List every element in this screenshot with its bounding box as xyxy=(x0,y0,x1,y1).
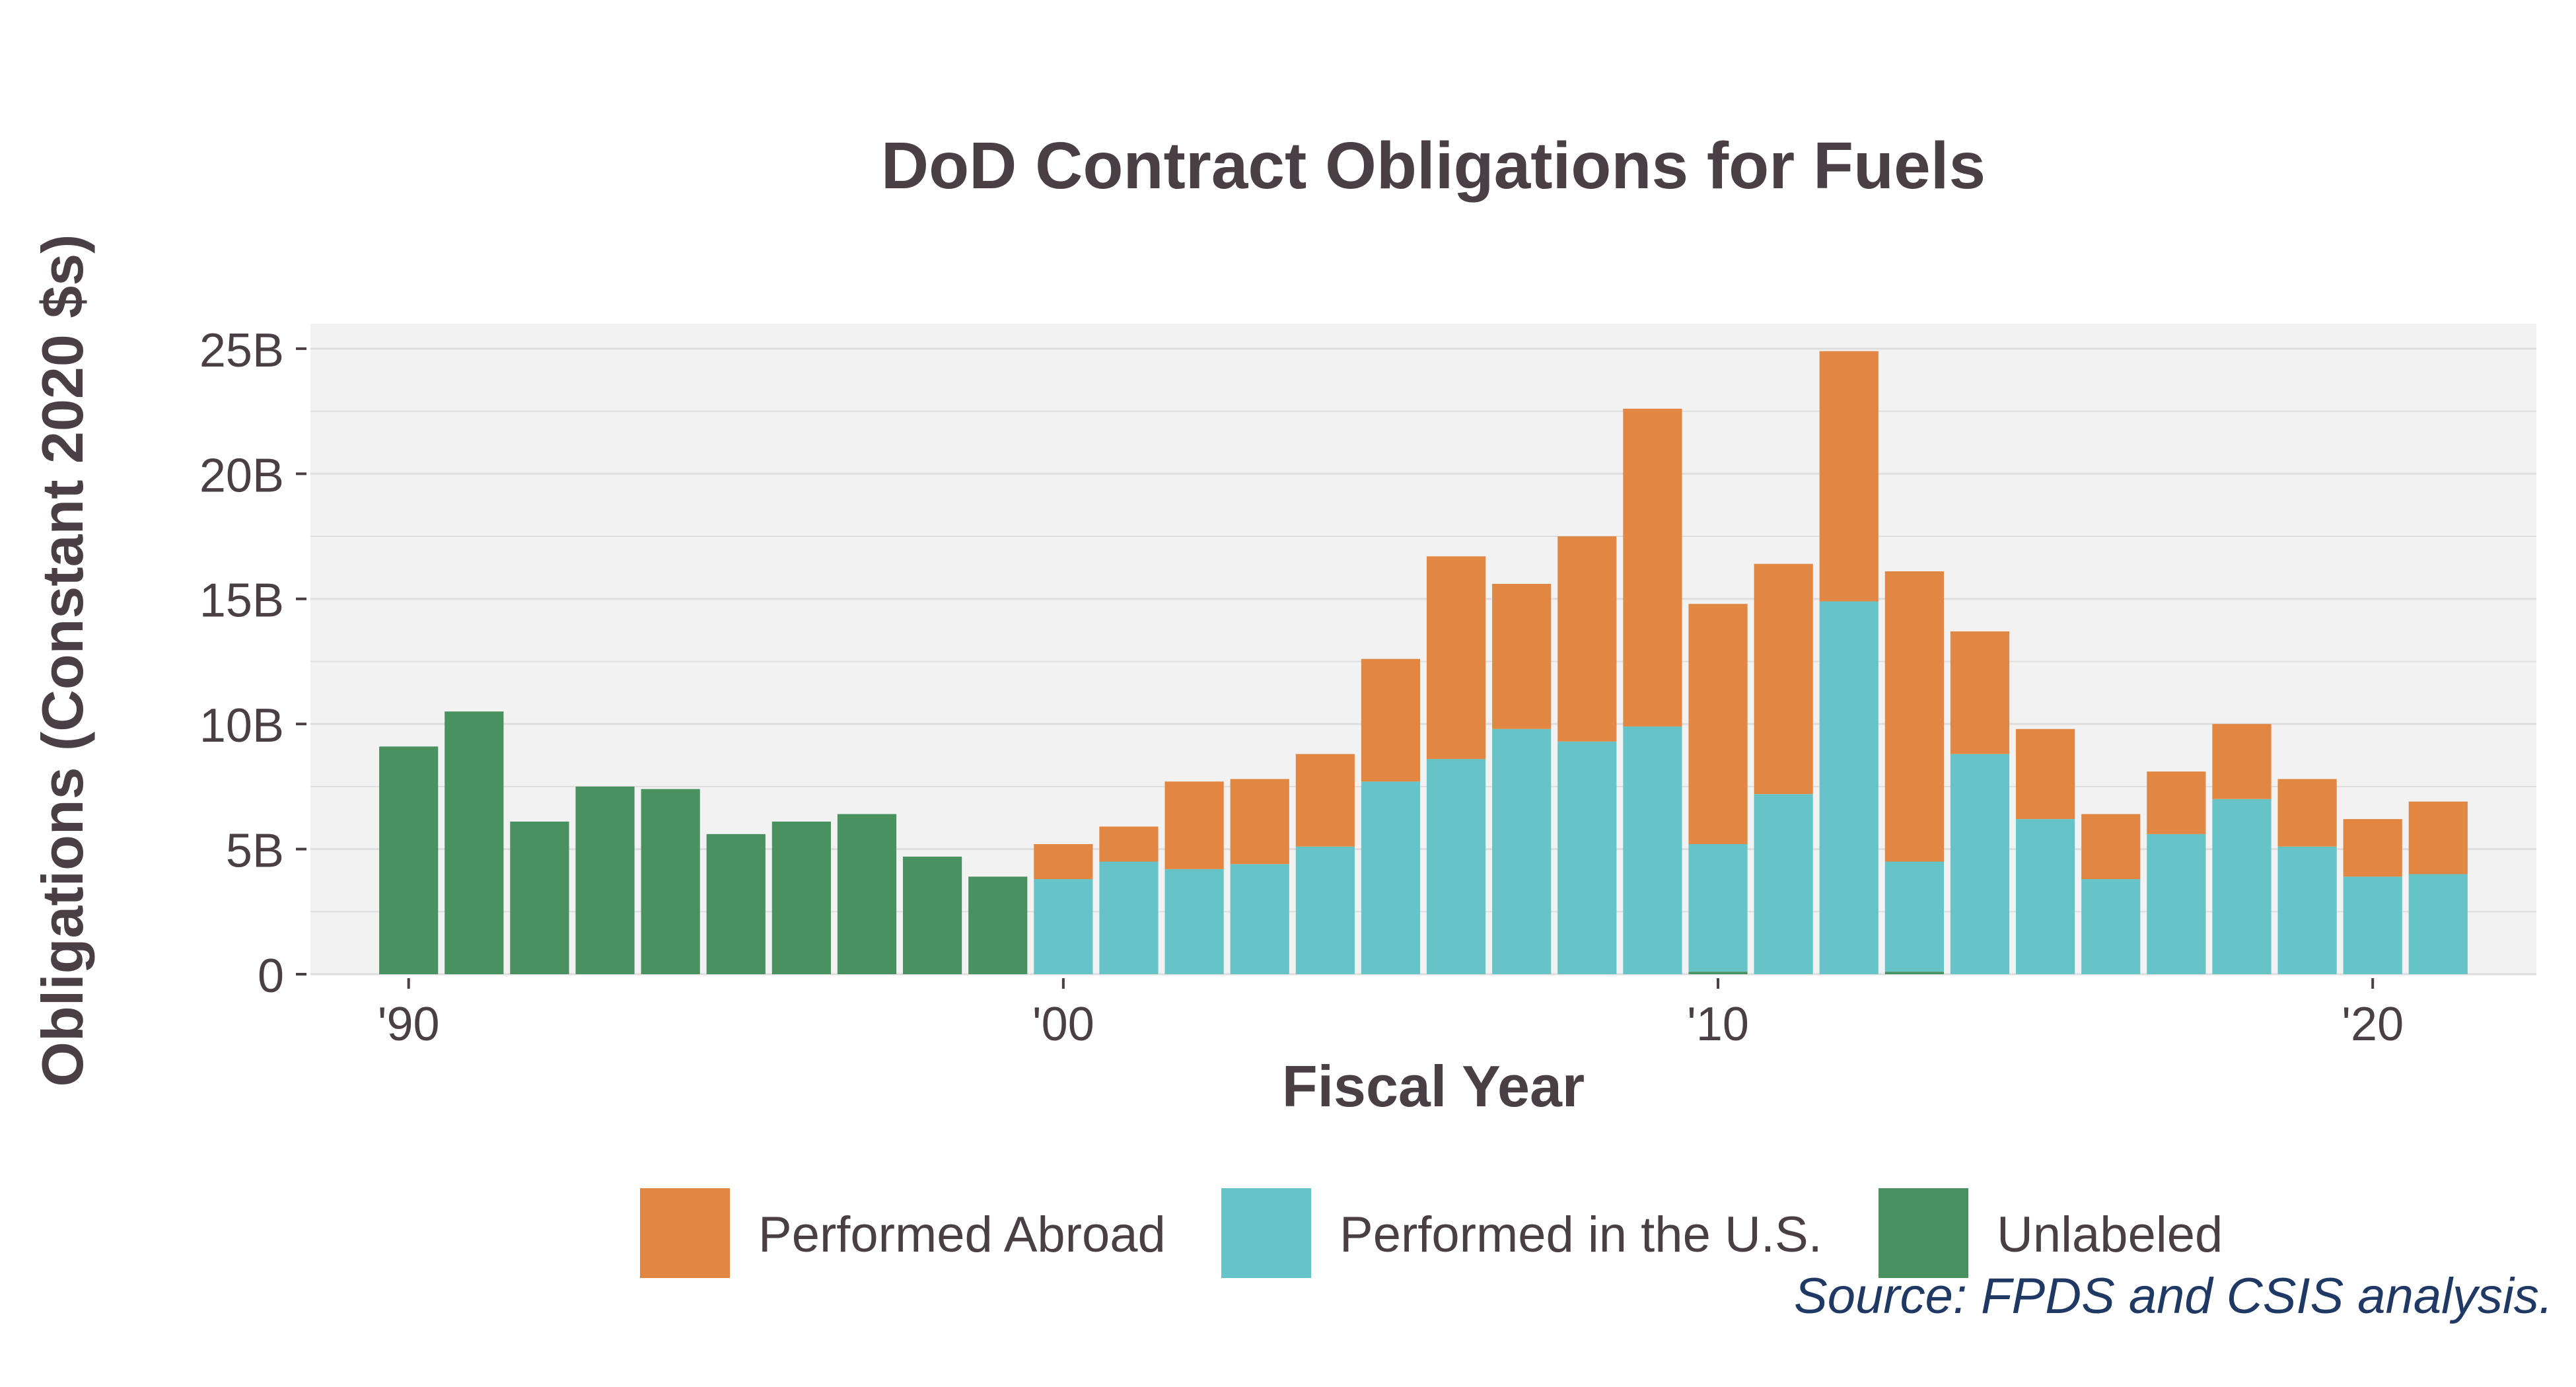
bar-performed-in-the-u-s-2004 xyxy=(1295,846,1355,974)
bar-performed-abroad-2017 xyxy=(2147,771,2206,834)
legend-key-unlabeled xyxy=(1877,1187,1970,1279)
bar-performed-in-the-u-s-2018 xyxy=(2212,799,2272,974)
bar-unlabeled-1995 xyxy=(706,834,766,974)
x-axis: '90 '00 '10 '20 xyxy=(378,978,2404,1051)
x-tick-label: '90 xyxy=(378,998,440,1051)
bar-performed-in-the-u-s-2020 xyxy=(2343,876,2402,974)
bar-performed-abroad-2013 xyxy=(1884,571,1944,862)
bar-unlabeled-1990 xyxy=(379,746,439,974)
bar-performed-in-the-u-s-2017 xyxy=(2147,834,2206,974)
bar-performed-abroad-2005 xyxy=(1361,658,1421,782)
bar-performed-in-the-u-s-2012 xyxy=(1819,601,1878,974)
bar-performed-in-the-u-s-2008 xyxy=(1557,741,1617,974)
bar-unlabeled-1996 xyxy=(771,821,831,974)
legend-label-performed-abroad: Performed Abroad xyxy=(758,1207,1166,1263)
bar-performed-abroad-2019 xyxy=(2277,779,2337,847)
bar-performed-in-the-u-s-2010 xyxy=(1688,844,1748,972)
bar-unlabeled-1999 xyxy=(968,876,1028,974)
bar-performed-in-the-u-s-2014 xyxy=(1950,754,2010,974)
bar-unlabeled-2013 xyxy=(1884,972,1944,974)
bar-performed-in-the-u-s-2007 xyxy=(1492,729,1552,974)
bar-performed-abroad-2007 xyxy=(1492,584,1552,729)
bar-unlabeled-1992 xyxy=(510,821,569,974)
bar-performed-abroad-2003 xyxy=(1230,779,1289,865)
legend-key-performed-abroad xyxy=(639,1187,731,1279)
bar-performed-in-the-u-s-2015 xyxy=(2016,819,2075,974)
x-tick-label: '10 xyxy=(1687,998,1749,1051)
bar-performed-abroad-2020 xyxy=(2343,819,2402,877)
legend-label-performed-in-the-u-s: Performed in the U.S. xyxy=(1340,1207,1822,1263)
bar-performed-abroad-2015 xyxy=(2016,729,2075,820)
y-tick-label: 0 xyxy=(258,950,284,1003)
y-axis: 0 5B 10B 15B 20B 25B xyxy=(199,324,306,1003)
bar-performed-abroad-2014 xyxy=(1950,631,2010,754)
bar-performed-in-the-u-s-2005 xyxy=(1361,781,1421,974)
bar-performed-abroad-2018 xyxy=(2212,724,2272,799)
bar-performed-abroad-2021 xyxy=(2408,801,2468,874)
bar-performed-abroad-2009 xyxy=(1623,408,1682,727)
bar-performed-in-the-u-s-2001 xyxy=(1099,861,1159,974)
bar-performed-in-the-u-s-2016 xyxy=(2081,879,2141,974)
x-tick-label: '20 xyxy=(2342,998,2404,1051)
legend-label-unlabeled: Unlabeled xyxy=(1997,1207,2223,1263)
x-tick-label: '00 xyxy=(1032,998,1094,1051)
bar-performed-in-the-u-s-2006 xyxy=(1426,759,1486,974)
bar-performed-in-the-u-s-2000 xyxy=(1034,879,1093,974)
bar-performed-in-the-u-s-2019 xyxy=(2277,846,2337,974)
bar-performed-in-the-u-s-2003 xyxy=(1230,864,1289,974)
bar-unlabeled-1991 xyxy=(445,711,504,974)
bar-unlabeled-1997 xyxy=(837,814,897,974)
bar-performed-abroad-2000 xyxy=(1034,844,1093,880)
bar-performed-in-the-u-s-2013 xyxy=(1884,861,1944,972)
y-tick-label: 5B xyxy=(226,825,284,878)
y-tick-label: 15B xyxy=(199,575,284,627)
bar-performed-in-the-u-s-2021 xyxy=(2408,874,2468,974)
legend-key-performed-in-the-u-s xyxy=(1220,1187,1312,1279)
bar-performed-abroad-2006 xyxy=(1426,556,1486,760)
bar-performed-abroad-2008 xyxy=(1557,536,1617,742)
legend: Performed Abroad Performed in the U.S. Unl… xyxy=(639,1187,2223,1279)
bar-performed-abroad-2016 xyxy=(2081,814,2141,880)
bar-performed-in-the-u-s-2002 xyxy=(1164,869,1224,974)
bar-performed-abroad-2004 xyxy=(1295,754,1355,847)
source-note: Source: FPDS and CSIS analysis. xyxy=(1794,1268,2553,1324)
bar-performed-in-the-u-s-2011 xyxy=(1754,794,1813,974)
bar-unlabeled-2010 xyxy=(1688,972,1748,974)
bars xyxy=(379,351,2468,974)
bar-performed-in-the-u-s-2009 xyxy=(1623,726,1682,974)
bar-unlabeled-1993 xyxy=(575,786,635,974)
bar-performed-abroad-2012 xyxy=(1819,351,1878,602)
bar-performed-abroad-2001 xyxy=(1099,826,1159,862)
bar-performed-abroad-2010 xyxy=(1688,604,1748,844)
y-tick-label: 25B xyxy=(199,324,284,377)
bar-unlabeled-1994 xyxy=(641,789,700,974)
x-axis-title: Fiscal Year xyxy=(1282,1053,1585,1119)
chart-title: DoD Contract Obligations for Fuels xyxy=(881,129,1986,203)
y-axis-title: Obligations (Constant 2020 $s) xyxy=(30,234,95,1087)
y-tick-label: 20B xyxy=(199,449,284,502)
bar-performed-abroad-2002 xyxy=(1164,781,1224,869)
y-tick-label: 10B xyxy=(199,699,284,752)
bar-unlabeled-1998 xyxy=(903,856,962,974)
bar-performed-abroad-2011 xyxy=(1754,563,1813,795)
